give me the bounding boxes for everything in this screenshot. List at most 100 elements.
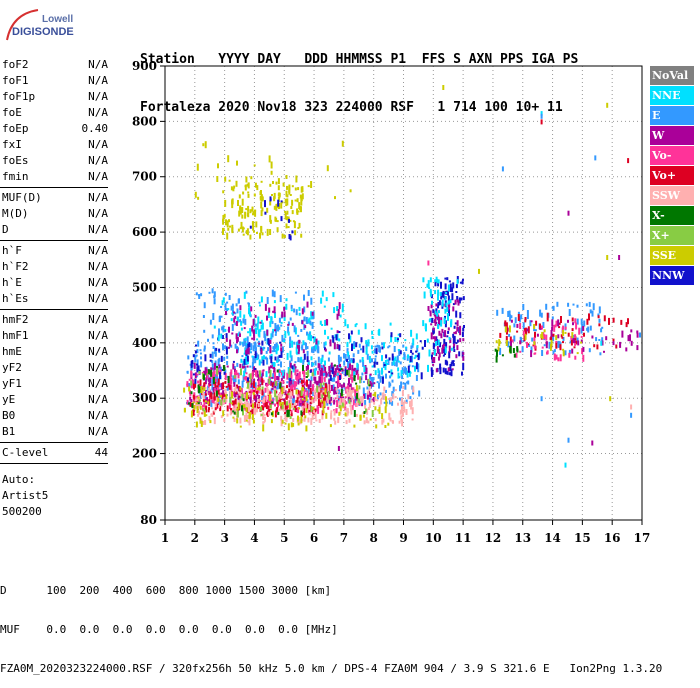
param-hf2: h`F2 N/A [2, 260, 110, 274]
echo-point [349, 335, 352, 343]
echo-point [294, 366, 297, 369]
echo-point [246, 360, 249, 365]
echo-point [222, 325, 225, 333]
echo-point [296, 198, 299, 203]
param-hmf1: hmF1 N/A [2, 329, 110, 343]
echo-point [293, 402, 296, 406]
echo-point [540, 312, 543, 318]
echo-point [374, 348, 376, 354]
echo-point [254, 368, 257, 370]
echo-point [442, 85, 445, 90]
echo-point [269, 370, 272, 377]
echo-point [246, 228, 249, 236]
echo-point [188, 386, 191, 392]
echo-point [325, 383, 327, 391]
echo-point [268, 405, 271, 413]
echo-point [258, 342, 261, 345]
echo-point [212, 387, 215, 392]
echo-point [247, 193, 250, 198]
echo-point [341, 140, 344, 147]
echo-point [204, 141, 207, 149]
echo-point [374, 406, 377, 411]
echo-point [311, 397, 314, 400]
echo-point [546, 318, 549, 322]
echo-point [265, 402, 268, 409]
echo-point [440, 281, 442, 289]
echo-point [272, 310, 275, 313]
echo-point [291, 384, 294, 391]
echo-point [351, 359, 354, 363]
echo-point [546, 312, 549, 319]
echo-point [338, 397, 340, 400]
echo-point [225, 398, 228, 403]
echo-point [311, 399, 314, 404]
echo-point [344, 366, 347, 371]
echo-point [309, 393, 311, 399]
echo-point [363, 393, 365, 399]
echo-point [402, 382, 405, 385]
echo-point [436, 346, 439, 354]
echo-point [349, 383, 352, 390]
x-tick-label: 16 [604, 531, 621, 545]
echo-point [317, 356, 320, 363]
echo-point [248, 342, 251, 348]
echo-point [371, 350, 374, 354]
echo-point [409, 371, 412, 374]
echo-point [269, 321, 272, 328]
echo-point [196, 366, 199, 373]
echo-point [268, 394, 271, 402]
echo-point [340, 399, 343, 403]
echo-point [364, 404, 367, 409]
echo-point [346, 358, 348, 362]
echo-point [355, 342, 358, 348]
echo-point [540, 396, 543, 402]
echo-point [533, 337, 536, 344]
echo-point [220, 395, 222, 398]
echo-point [403, 355, 406, 358]
echo-point [306, 331, 308, 336]
echo-point [303, 319, 306, 322]
echo-point [450, 347, 453, 351]
echo-point [295, 399, 298, 403]
echo-point [536, 333, 539, 337]
echo-point [446, 370, 449, 375]
echo-point [295, 381, 298, 387]
echo-point [301, 395, 304, 398]
echo-point [288, 368, 291, 375]
echo-point [317, 370, 319, 375]
echo-point [250, 343, 253, 351]
echo-point [377, 374, 380, 377]
echo-point [262, 379, 265, 383]
echo-point [207, 384, 210, 388]
echo-point [320, 358, 323, 365]
echo-point [311, 321, 314, 329]
echo-point [259, 196, 262, 199]
echo-point [513, 335, 516, 342]
param-name: h`Es [2, 292, 29, 305]
param-name: foF1 [2, 74, 29, 87]
echo-point [310, 396, 313, 399]
echo-point [381, 392, 384, 398]
echo-point [435, 353, 438, 356]
echo-point [552, 334, 555, 342]
echo-point [295, 389, 298, 395]
echo-point [266, 207, 269, 213]
echo-point [330, 396, 333, 401]
echo-point [627, 335, 630, 342]
echo-point [357, 393, 360, 401]
echo-point [267, 338, 270, 345]
echo-point [291, 340, 294, 348]
echo-point [195, 401, 197, 409]
echo-point [496, 349, 498, 357]
echo-point [513, 323, 516, 328]
echo-point [280, 370, 283, 373]
echo-point [305, 396, 308, 401]
echo-point [585, 303, 588, 307]
echo-point [320, 371, 323, 379]
echo-point [524, 333, 527, 340]
echo-point [407, 365, 410, 373]
echo-point [245, 375, 248, 381]
echo-point [319, 383, 322, 389]
echo-point [276, 359, 279, 363]
echo-point [384, 364, 387, 371]
